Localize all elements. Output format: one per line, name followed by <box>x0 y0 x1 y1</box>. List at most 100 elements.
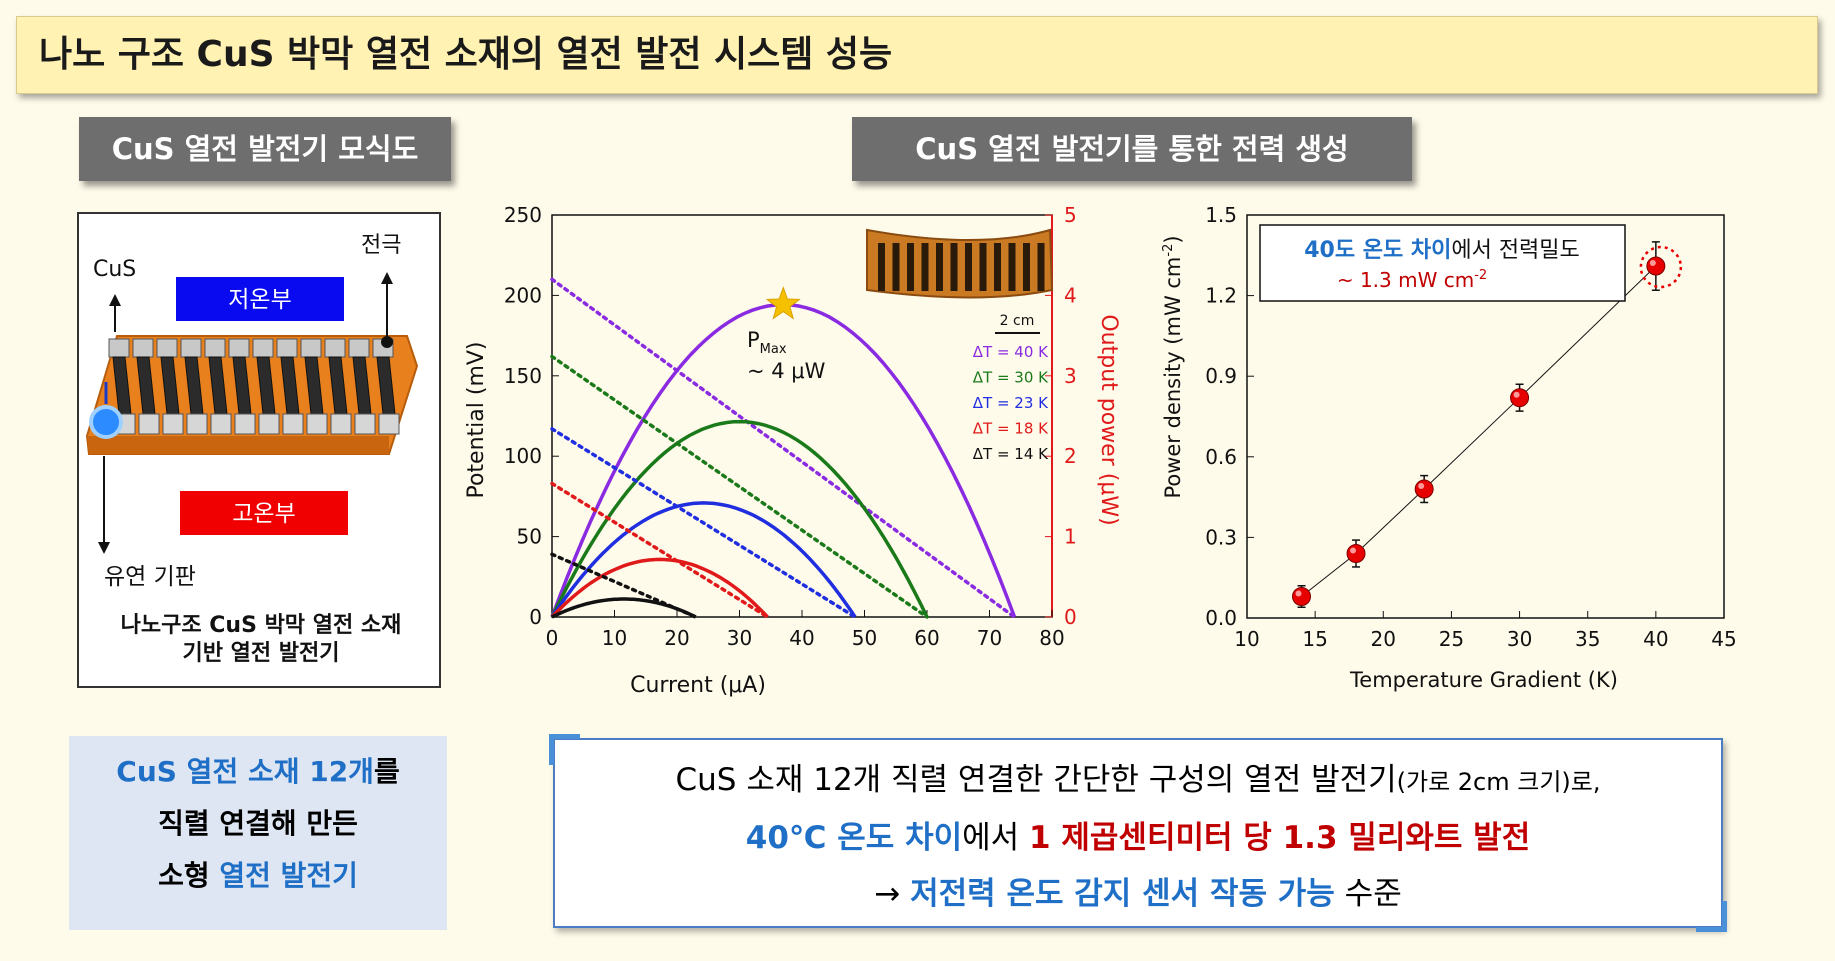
chart1-xtick-label: 60 <box>914 626 939 650</box>
chart2-ytick-label: 1.5 <box>1205 203 1237 227</box>
summary-highlight-3: 열전 발전기 <box>219 859 358 892</box>
hot-side-label: 고온부 <box>232 501 295 527</box>
title-banner: 나노 구조 CuS 박막 열전 소재의 열전 발전 시스템 성능 <box>16 16 1818 94</box>
electrode-top <box>276 338 298 358</box>
electrode-bottom <box>378 413 400 435</box>
electrode-top <box>300 338 322 358</box>
chart2-xtick-label: 15 <box>1302 627 1327 651</box>
chart1-xtick-label: 10 <box>602 626 627 650</box>
chart1-xtick-label: 30 <box>727 626 752 650</box>
photo-leg <box>921 243 929 291</box>
chart1-y2tick-label: 1 <box>1064 525 1077 549</box>
chart1-ytick-label: 100 <box>504 444 542 468</box>
chart2-xtick-label: 20 <box>1371 627 1396 651</box>
power-curve <box>551 597 697 619</box>
conclusion-text-3: 수준 <box>1334 876 1402 912</box>
chart2-xtick-label: 40 <box>1643 627 1668 651</box>
iv-line <box>550 427 857 619</box>
cold-side-label: 저온부 <box>228 287 291 313</box>
chart1-y2tick-label: 2 <box>1064 444 1077 468</box>
conclusion-text-1: CuS 소재 12개 직렬 연결한 간단한 구성의 열전 발전기 <box>675 762 1397 798</box>
summary-line-3: 소형 열전 발전기 <box>69 850 447 902</box>
substrate-label: 유연 기판 <box>104 564 196 590</box>
chart2-xtick-label: 25 <box>1439 627 1464 651</box>
right-section-header: CuS 열전 발전기를 통한 전력 생성 <box>852 117 1412 181</box>
electrode-bottom <box>354 413 376 435</box>
chart1-y2tick-label: 3 <box>1064 364 1077 388</box>
legend-entry: ΔT = 40 K <box>973 343 1049 361</box>
chart2-xtick-label: 45 <box>1711 627 1736 651</box>
electrode-top <box>228 338 250 358</box>
data-point <box>1646 256 1666 276</box>
chart1-ytick-label: 150 <box>504 364 542 388</box>
legend-entry: ΔT = 30 K <box>973 369 1049 387</box>
summary-text-3: 소형 <box>158 859 220 892</box>
corner-bottom-right <box>1696 901 1727 932</box>
electrode-top <box>324 338 346 358</box>
electrode-top <box>180 338 202 358</box>
electrode-top <box>204 338 226 358</box>
chart2-xlabel: Temperature Gradient (K) <box>1349 668 1618 692</box>
chart2-annotation-2: ~ 1.3 mW cm-2 <box>1337 268 1487 292</box>
chart1-xtick-label: 80 <box>1039 626 1064 650</box>
conclusion-text-2: 에서 <box>962 820 1030 856</box>
electrode-top <box>156 338 178 358</box>
photo-leg <box>950 243 958 291</box>
electrode-label: 전극 <box>361 233 401 258</box>
thermoelectric-legs <box>108 338 400 435</box>
conclusion-application: 저전력 온도 감지 센서 작동 가능 <box>910 876 1335 912</box>
power-curve <box>550 557 769 619</box>
photo-leg <box>907 243 914 291</box>
chart1-xlabel: Current (μA) <box>630 673 766 698</box>
chart1-ylabel: Potential (mV) <box>464 341 489 498</box>
photo-leg <box>936 243 943 291</box>
chart1-xtick-label: 70 <box>977 626 1002 650</box>
summary-line-1: CuS 열전 소재 12개를 <box>69 746 447 798</box>
left-section-header: CuS 열전 발전기 모식도 <box>79 117 451 181</box>
photo-leg <box>892 243 900 291</box>
photo-leg <box>979 243 987 291</box>
chart1-ytick-label: 50 <box>517 525 542 549</box>
electrode-top <box>132 338 154 358</box>
legend-entry: ΔT = 14 K <box>973 445 1049 463</box>
chart2-xtick-label: 10 <box>1234 627 1259 651</box>
cus-label: CuS <box>93 257 136 282</box>
cold-side-box <box>176 277 344 321</box>
schematic-caption-1: 나노구조 CuS 박막 열전 소재 <box>121 613 402 638</box>
chart2-frame <box>1246 214 1725 619</box>
iv-line <box>550 354 929 619</box>
scale-bar-label: 2 cm <box>1000 313 1035 329</box>
summary-box: CuS 열전 소재 12개를 직렬 연결해 만든 소형 열전 발전기 <box>69 736 447 930</box>
chart2-annotation-1: 40도 온도 차이에서 전력밀도 <box>1304 238 1580 263</box>
electrode-bottom <box>162 413 184 435</box>
summary-highlight-1: CuS 열전 소재 12개 <box>116 755 374 788</box>
chart2-ylabel: Power density (mW cm-2) <box>1161 235 1185 498</box>
electrode-bottom <box>258 413 280 435</box>
schematic-caption-2: 기반 열전 발전기 <box>183 641 340 666</box>
substrate-edge <box>87 436 389 454</box>
chart2-xtick-label: 30 <box>1507 627 1532 651</box>
chart2-ytick-label: 1.2 <box>1205 284 1237 308</box>
conclusion-box: CuS 소재 12개 직렬 연결한 간단한 구성의 열전 발전기(가로 2cm … <box>549 734 1727 932</box>
data-point-highlight <box>1649 260 1656 267</box>
photo-leg <box>994 243 1001 291</box>
data-point <box>1292 587 1312 607</box>
chart1-xtick-label: 20 <box>664 626 689 650</box>
summary-line-2: 직렬 연결해 만든 <box>158 807 358 840</box>
chart1-y2label: Output power (μW) <box>1096 314 1121 525</box>
photo-leg <box>1023 243 1030 291</box>
chart1-ytick-label: 0 <box>529 605 542 629</box>
summary-text-1: 를 <box>373 755 400 788</box>
chart1-y2tick-label: 0 <box>1064 605 1077 629</box>
chart2-ytick-label: 0.0 <box>1205 606 1237 630</box>
pmax-value: ~ 4 μW <box>747 359 826 383</box>
pmax-star <box>765 286 801 320</box>
data-point <box>1346 544 1366 564</box>
conclusion-power-output: 1 제곱센티미터 당 1.3 밀리와트 발전 <box>1029 820 1531 856</box>
chart1-ytick-label: 250 <box>504 203 542 227</box>
chart1-xtick-label: 40 <box>789 626 814 650</box>
iv-line <box>550 277 1017 619</box>
power-curve <box>550 419 929 618</box>
photo-leg <box>1037 243 1045 291</box>
